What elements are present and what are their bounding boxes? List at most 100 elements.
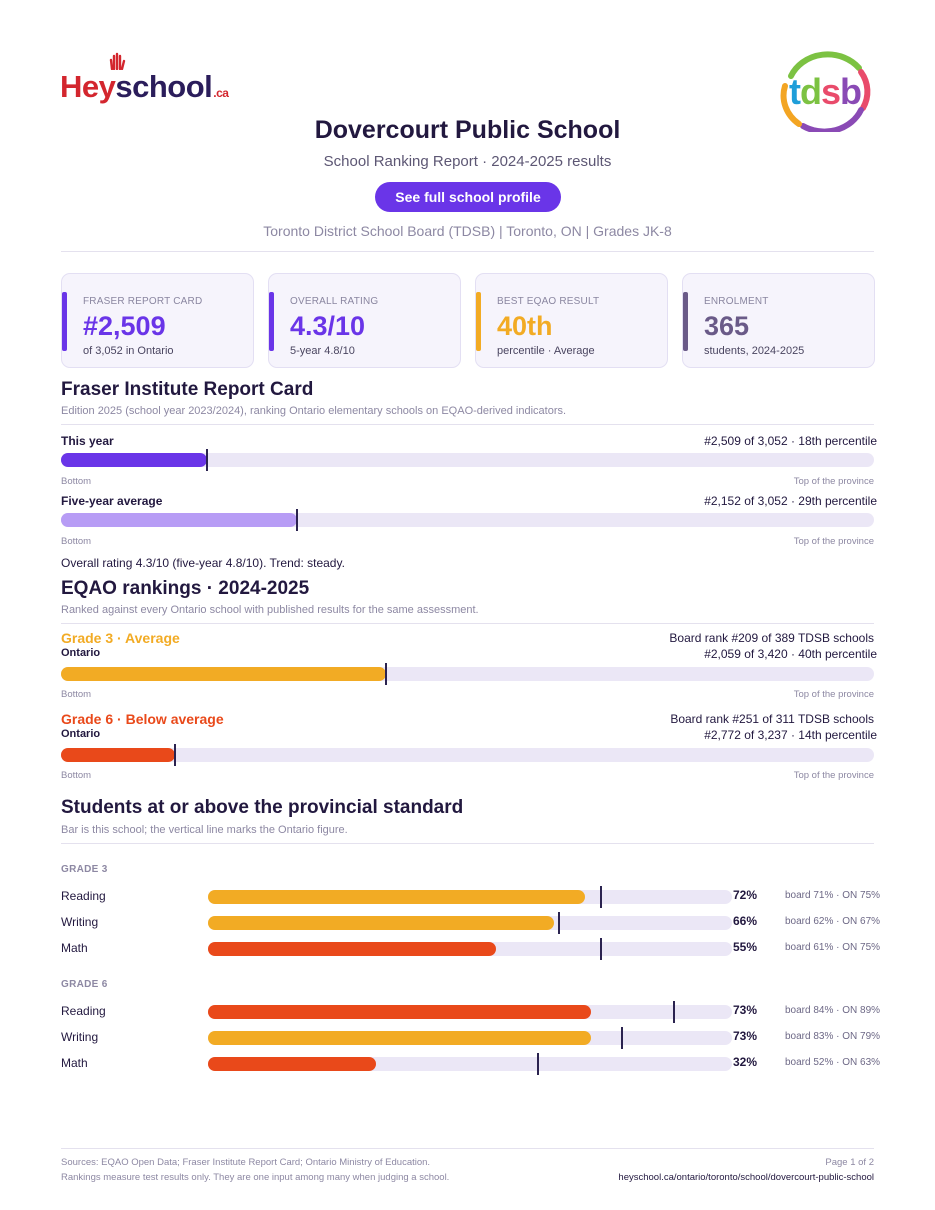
card-subtext: 5-year 4.8/10	[290, 345, 355, 357]
standard-track	[208, 1001, 732, 1023]
board-rank: Board rank #209 of 389 TDSB schools	[669, 631, 874, 645]
comparison-text: board 61% · ON 75%	[785, 942, 881, 953]
ontario-rank: #2,772 of 3,237 · 14th percentile	[704, 728, 877, 742]
card-value: #2,509	[83, 311, 166, 341]
percentile-fill	[61, 748, 175, 762]
scale-bottom-label: Bottom	[61, 476, 92, 487]
footer-disclaimer: Rankings measure test results only. They…	[61, 1172, 450, 1183]
percentile-track	[61, 509, 874, 531]
scale-top-label: Top of the province	[793, 770, 874, 781]
footer-url-link[interactable]: heyschool.ca/ontario/toronto/school/dove…	[618, 1172, 874, 1183]
stat-card: ENROLMENT 365 students, 2024-2025	[682, 273, 875, 368]
grade-group-heading: GRADE 6	[61, 979, 108, 990]
full-profile-button[interactable]: See full school profile	[375, 182, 561, 212]
card-value: 365	[704, 311, 750, 341]
card-accent-stripe	[683, 292, 688, 351]
school-percent: 73%	[733, 1029, 758, 1043]
divider	[61, 623, 874, 624]
school-percent: 72%	[733, 888, 758, 902]
ontario-marker	[673, 1001, 675, 1023]
rank-row-label: This year	[61, 434, 114, 448]
percentile-fill	[61, 513, 297, 527]
standard-track	[208, 912, 732, 934]
eqao-scope-label: Ontario	[61, 647, 101, 659]
percentile-track	[61, 663, 874, 685]
school-title: Dovercourt Public School	[314, 116, 621, 144]
standard-heading: Students at or above the provincial stan…	[61, 797, 464, 818]
rank-row-label: Five-year average	[61, 494, 163, 508]
scale-top-label: Top of the province	[793, 536, 874, 547]
divider	[61, 251, 874, 252]
eqao-note: Ranked against every Ontario school with…	[61, 604, 479, 616]
percentile-marker	[385, 663, 387, 685]
ontario-rank: #2,059 of 3,420 · 40th percentile	[704, 647, 877, 661]
standard-note: Bar is this school; the vertical line ma…	[61, 824, 348, 836]
percentile-fill	[61, 667, 386, 681]
ontario-marker	[600, 938, 602, 960]
card-label: FRASER REPORT CARD	[83, 296, 203, 307]
card-subtext: percentile · Average	[497, 345, 595, 357]
school-bar	[208, 1031, 591, 1045]
stat-card: FRASER REPORT CARD #2,509 of 3,052 in Onta…	[61, 273, 254, 368]
board-rank: Board rank #251 of 311 TDSB schools	[670, 712, 874, 726]
school-bar	[208, 890, 585, 904]
tdsb-logo: tdsb	[780, 51, 871, 132]
waving-hand-icon	[109, 52, 126, 70]
footer-meta: Page 1 of 2 heyschool.ca/ontario/toronto…	[618, 1155, 874, 1185]
subject-label: Writing	[61, 1030, 99, 1044]
ontario-marker	[621, 1027, 623, 1049]
card-label: OVERALL RATING	[290, 296, 379, 307]
comparison-text: board 52% · ON 63%	[785, 1057, 881, 1068]
logo-school-text: school	[115, 69, 213, 104]
standard-track	[208, 1053, 732, 1075]
scale-top-label: Top of the province	[793, 476, 874, 487]
school-bar	[208, 942, 496, 956]
eqao-grade-label: Grade 6 · Below average	[61, 711, 224, 727]
report-subtitle: School Ranking Report · 2024-2025 result…	[323, 153, 612, 170]
footer-divider	[61, 1148, 874, 1149]
logo-hey-text: Hey	[60, 69, 116, 104]
standard-track	[208, 886, 732, 908]
grade-group-heading: GRADE 3	[61, 864, 108, 875]
card-label: BEST EQAO RESULT	[497, 296, 600, 307]
scale-top-label: Top of the province	[793, 689, 874, 700]
scale-bottom-label: Bottom	[61, 689, 92, 700]
school-percent: 73%	[733, 1003, 758, 1017]
card-accent-stripe	[62, 292, 67, 351]
scale-bottom-label: Bottom	[61, 536, 92, 547]
card-subtext: students, 2024-2025	[704, 345, 805, 357]
school-percent: 32%	[733, 1055, 758, 1069]
eqao-grade-label: Grade 3 · Average	[61, 630, 180, 646]
school-percent: 55%	[733, 940, 758, 954]
percentile-marker	[296, 509, 298, 531]
comparison-text: board 83% · ON 79%	[785, 1031, 881, 1042]
school-bar	[208, 916, 554, 930]
subject-label: Writing	[61, 915, 99, 929]
percentile-track	[61, 744, 874, 766]
school-percent: 66%	[733, 914, 758, 928]
divider	[61, 424, 874, 425]
percentile-fill	[61, 453, 207, 467]
logo-ca-text: .ca	[213, 86, 229, 100]
card-subtext: of 3,052 in Ontario	[83, 345, 174, 357]
rank-row-detail: #2,509 of 3,052 · 18th percentile	[704, 434, 877, 448]
card-value: 4.3/10	[290, 311, 366, 341]
eqao-scope-label: Ontario	[61, 728, 101, 740]
comparison-text: board 84% · ON 89%	[785, 1005, 881, 1016]
card-label: ENROLMENT	[704, 296, 769, 307]
stat-card: BEST EQAO RESULT 40th percentile · Average	[475, 273, 668, 368]
footer-page: Page 1 of 2	[825, 1157, 874, 1168]
school-bar	[208, 1005, 591, 1019]
comparison-text: board 71% · ON 75%	[785, 890, 881, 901]
heyschool-logo[interactable]: Hey school .ca	[60, 52, 229, 104]
standard-track	[208, 938, 732, 960]
percentile-track	[61, 449, 874, 471]
fraser-heading: Fraser Institute Report Card	[61, 379, 314, 400]
stat-card: OVERALL RATING 4.3/10 5-year 4.8/10	[268, 273, 461, 368]
percentile-marker	[206, 449, 208, 471]
subject-label: Reading	[61, 889, 106, 903]
percentile-marker	[174, 744, 176, 766]
subject-label: Math	[61, 1056, 88, 1070]
scale-bottom-label: Bottom	[61, 770, 92, 781]
comparison-text: board 62% · ON 67%	[785, 916, 881, 927]
